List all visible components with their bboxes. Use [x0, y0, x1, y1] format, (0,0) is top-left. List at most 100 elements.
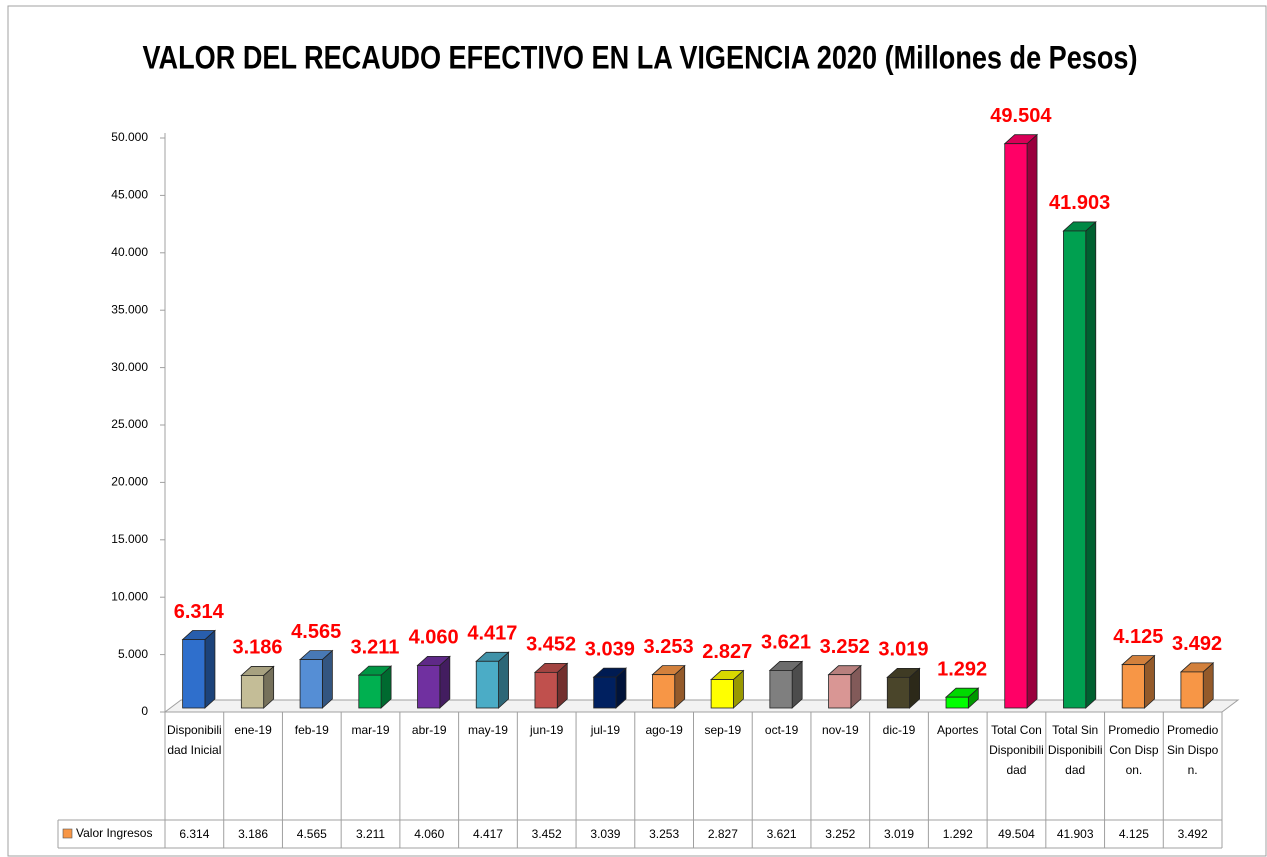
value-label: 1.292	[937, 658, 987, 680]
bar-front	[651, 674, 676, 709]
bar	[1062, 221, 1097, 709]
y-tick-label: 40.000	[111, 245, 148, 259]
category-label: Promedio Sin Dispon.	[1166, 723, 1219, 777]
table-value: 4.417	[472, 827, 503, 841]
bar	[416, 655, 451, 709]
table-value: 6.314	[179, 827, 210, 841]
y-tick-label: 50.000	[111, 130, 148, 144]
bar-front	[769, 670, 793, 709]
bar	[1003, 133, 1039, 709]
chart-border	[7, 5, 1267, 857]
table-value: 4.060	[414, 827, 445, 841]
y-tick-label: 15.000	[111, 532, 148, 546]
bar	[299, 649, 334, 709]
bar	[357, 665, 393, 709]
value-label: 3.186	[232, 637, 282, 659]
category-label: Promedio Con Dispon.	[1108, 723, 1160, 777]
table-value: 3.621	[766, 827, 797, 841]
bar-front	[240, 675, 265, 709]
bar-side	[1026, 133, 1038, 709]
bar	[944, 687, 980, 709]
bar-side	[1085, 221, 1097, 709]
category-label: Total Sin Disponibilidad	[1047, 723, 1103, 777]
value-label: 3.492	[1172, 633, 1222, 655]
value-label: 3.252	[820, 636, 870, 658]
table-value: 3.253	[649, 827, 680, 841]
bar	[827, 664, 862, 709]
bar-side	[498, 651, 509, 709]
bar-front	[886, 676, 910, 709]
value-label: 3.211	[350, 636, 399, 658]
bar	[710, 669, 745, 709]
value-label: 6.314	[174, 601, 225, 623]
value-label: 3.019	[878, 639, 928, 661]
bar-front	[358, 674, 382, 709]
table-value: 3.452	[531, 827, 562, 841]
bar-front	[299, 659, 323, 709]
category-label: ago-19	[645, 723, 683, 737]
value-label: 3.621	[761, 632, 811, 654]
category-label: abr-19	[411, 723, 447, 737]
table-value: 4.565	[296, 827, 327, 841]
y-tick-label: 20.000	[111, 475, 148, 489]
category-label: feb-19	[294, 723, 329, 737]
bar-front	[1180, 671, 1204, 709]
legend-label: Valor Ingresos	[76, 826, 152, 840]
category-label: may-19	[467, 723, 508, 737]
table-value: 2.827	[707, 827, 738, 841]
category-label: Total Con Disponibilidad	[989, 723, 1044, 777]
category-label: nov-19	[821, 723, 859, 737]
value-label: 41.903	[1049, 192, 1110, 214]
bar	[181, 629, 216, 709]
value-label: 2.827	[702, 641, 752, 663]
bar	[651, 664, 686, 709]
bar	[240, 665, 275, 709]
y-tick-label: 5.000	[118, 647, 148, 661]
bar	[768, 660, 804, 709]
table-value: 3.211	[355, 827, 386, 841]
category-label: sep-19	[704, 723, 742, 737]
table-value: 1.292	[942, 827, 973, 841]
table-value: 3.039	[590, 827, 621, 841]
category-label: Disponibilidad Inicial	[167, 723, 222, 757]
category-label: jul-19	[590, 723, 621, 737]
value-label: 4.060	[409, 627, 459, 649]
y-tick-label: 25.000	[111, 417, 148, 431]
category-label: Aportes	[937, 723, 979, 737]
value-label: 4.417	[467, 623, 517, 645]
value-label: 3.253	[644, 636, 694, 658]
category-label: mar-19	[351, 723, 390, 737]
category-label: ene-19	[234, 723, 272, 737]
table-value: 41.903	[1056, 827, 1094, 841]
bar	[475, 651, 510, 709]
bar-front	[945, 696, 969, 709]
table-value: 49.504	[998, 827, 1035, 841]
bar-front	[417, 664, 441, 709]
table-value: 3.492	[1177, 827, 1208, 841]
legend-key	[62, 828, 73, 839]
table-value: 3.019	[884, 827, 915, 841]
value-label: 3.039	[585, 638, 635, 660]
category-label: oct-19	[764, 723, 799, 737]
y-tick-label: 35.000	[111, 302, 148, 316]
bar-front	[182, 639, 206, 709]
bar	[1121, 654, 1156, 709]
y-tick-label: 30.000	[111, 360, 148, 374]
value-label: 4.125	[1113, 626, 1163, 648]
bar-front	[593, 676, 617, 709]
y-tick-label: 0	[141, 704, 148, 718]
bar-side	[204, 629, 216, 709]
y-tick-label: 10.000	[111, 589, 148, 603]
value-label: 4.565	[291, 621, 341, 643]
table-value: 3.186	[238, 827, 269, 841]
value-label: 3.452	[526, 634, 576, 656]
category-label: jun-19	[530, 723, 564, 737]
bar-front	[710, 679, 734, 709]
bar-front	[1121, 664, 1145, 709]
bar	[592, 667, 628, 709]
bar-front	[475, 660, 499, 709]
bar-side	[321, 649, 333, 709]
table-value: 3.252	[825, 827, 856, 841]
